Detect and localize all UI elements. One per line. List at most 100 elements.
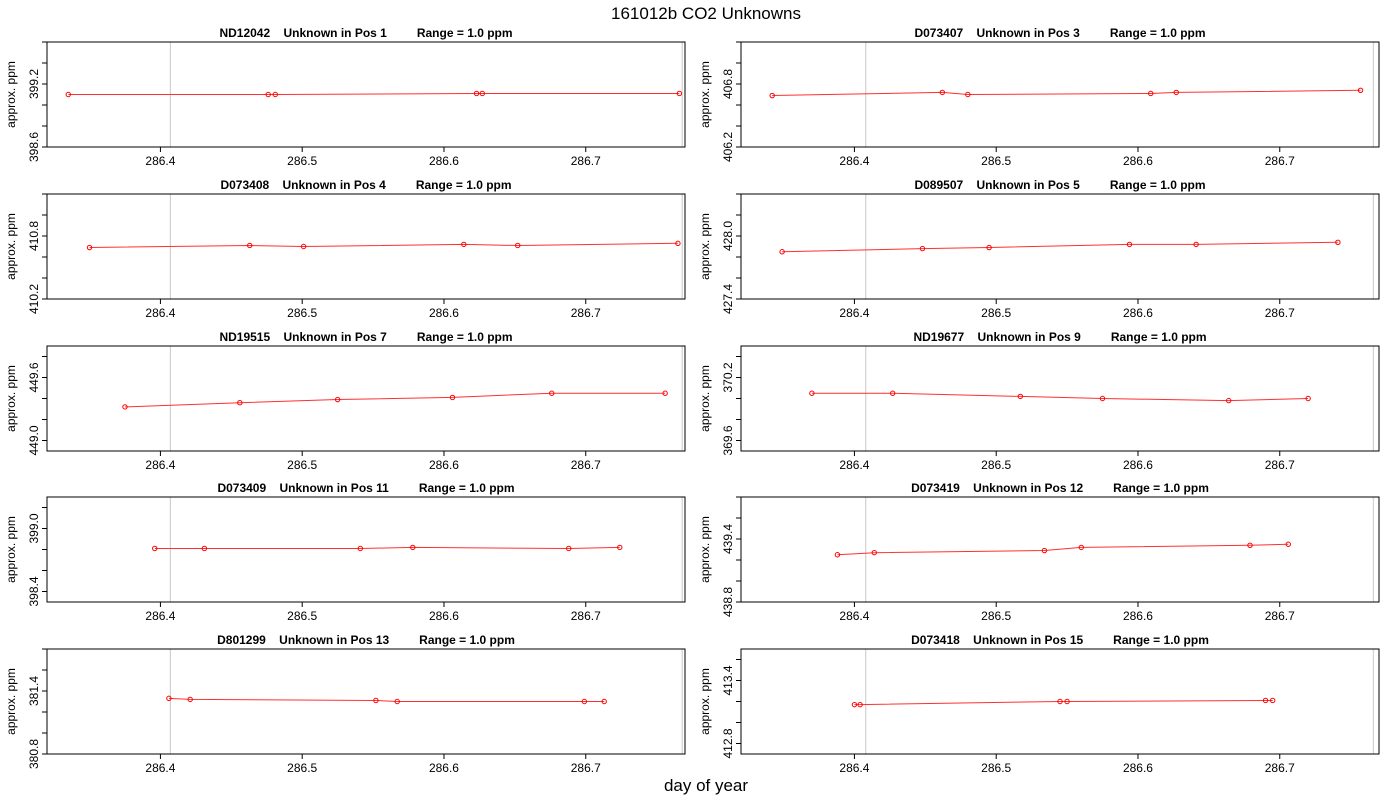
- plot-frame: [46, 41, 686, 148]
- data-point: [1064, 698, 1070, 705]
- panel-7: D073409 Unknown in Pos 11 Range = 1.0 pp…: [4, 481, 686, 623]
- data-point: [1099, 395, 1106, 402]
- x-tick-label: 286.5: [287, 154, 317, 168]
- x-tick-label: 286.6: [429, 154, 459, 168]
- x-tick-label: 286.5: [981, 458, 1011, 472]
- plot-frame: [740, 41, 1380, 148]
- x-tick-label: 286.5: [287, 306, 317, 320]
- y-axis-label: approx. ppm: [4, 61, 18, 128]
- y-tick-label: 399.2: [27, 69, 41, 99]
- y-tick-label: 413.4: [721, 665, 735, 695]
- panel-title: D073408 Unknown in Pos 4 Range = 1.0 ppm: [220, 178, 511, 192]
- data-point: [1078, 544, 1084, 551]
- x-tick-label: 286.6: [429, 761, 459, 775]
- data-point: [549, 390, 555, 396]
- y-tick-label: 406.8: [721, 69, 735, 99]
- data-point: [449, 394, 456, 401]
- data-point: [201, 545, 208, 552]
- data-point: [939, 89, 946, 96]
- x-tick-label: 286.7: [571, 458, 601, 472]
- data-point: [581, 698, 588, 705]
- data-point: [152, 545, 158, 552]
- data-point: [601, 698, 607, 705]
- data-point: [1148, 90, 1154, 97]
- x-tick-label: 286.4: [145, 609, 175, 623]
- x-tick-label: 286.6: [1123, 609, 1153, 623]
- data-point: [675, 240, 681, 247]
- x-tick-label: 286.7: [571, 306, 601, 320]
- data-point: [779, 249, 785, 255]
- x-tick-label: 286.7: [1265, 154, 1295, 168]
- y-axis-label: approx. ppm: [698, 516, 712, 583]
- panel-title: ND19677 Unknown in Pos 9 Range = 1.0 ppm: [913, 330, 1206, 344]
- data-point: [1305, 395, 1311, 402]
- data-point: [515, 242, 521, 249]
- y-tick-label: 410.8: [27, 221, 41, 251]
- x-tick-label: 286.5: [981, 306, 1011, 320]
- series-line: [89, 242, 678, 248]
- y-axis-label: approx. ppm: [698, 213, 712, 280]
- y-axis-label: approx. ppm: [698, 61, 712, 128]
- panel-title: ND12042 Unknown in Pos 1 Range = 1.0 ppm: [219, 26, 512, 40]
- series-line: [772, 89, 1361, 96]
- data-point: [265, 91, 271, 98]
- data-point: [919, 245, 926, 252]
- x-tick-label: 286.4: [839, 761, 869, 775]
- y-tick-label: 370.2: [721, 362, 735, 392]
- panel-title: ND19515 Unknown in Pos 7 Range = 1.0 ppm: [219, 330, 512, 344]
- x-tick-label: 286.4: [145, 458, 175, 472]
- x-tick-label: 286.7: [1265, 306, 1295, 320]
- x-tick-label: 286.7: [571, 154, 601, 168]
- data-point: [617, 544, 623, 551]
- data-point: [676, 90, 683, 97]
- figure-title: 161012b CO2 Unknowns: [611, 4, 801, 23]
- data-point: [769, 92, 775, 99]
- x-tick-label: 286.4: [839, 609, 869, 623]
- panel-8: D073419 Unknown in Pos 12 Range = 1.0 pp…: [698, 481, 1380, 623]
- data-point: [1285, 541, 1291, 547]
- y-tick-label: 380.8: [27, 739, 41, 769]
- data-point: [373, 697, 379, 704]
- data-point: [166, 695, 172, 702]
- x-tick-label: 286.6: [1123, 154, 1153, 168]
- x-tick-label: 286.4: [839, 306, 869, 320]
- data-point: [334, 396, 341, 403]
- y-tick-label: 398.4: [27, 576, 41, 606]
- data-point: [809, 390, 815, 396]
- data-point: [1041, 547, 1048, 554]
- y-tick-label: 399.0: [27, 513, 41, 543]
- panel-1: ND12042 Unknown in Pos 1 Range = 1.0 ppm…: [4, 26, 686, 168]
- panel-10: D073418 Unknown in Pos 15 Range = 1.0 pp…: [698, 633, 1380, 775]
- y-tick-label: 381.4: [27, 676, 41, 706]
- data-point: [461, 241, 467, 248]
- data-point: [890, 390, 896, 396]
- y-tick-label: 427.4: [721, 284, 735, 314]
- data-point: [272, 91, 278, 98]
- data-point: [473, 90, 480, 97]
- data-point: [1335, 239, 1341, 246]
- x-tick-label: 286.4: [145, 761, 175, 775]
- plot-frame: [740, 193, 1380, 300]
- x-tick-label: 286.5: [287, 458, 317, 472]
- data-point: [1017, 393, 1024, 400]
- y-tick-label: 438.8: [721, 587, 735, 617]
- data-point: [1247, 542, 1253, 548]
- y-axis-label: approx. ppm: [698, 668, 712, 735]
- plot-frame: [46, 496, 686, 603]
- plot-frame: [740, 496, 1380, 603]
- data-point: [851, 701, 858, 708]
- x-tick-label: 286.4: [839, 154, 869, 168]
- data-point: [834, 552, 841, 558]
- data-point: [871, 549, 877, 556]
- data-point: [187, 696, 193, 703]
- data-point: [86, 244, 93, 251]
- x-tick-label: 286.6: [1123, 306, 1153, 320]
- data-point: [965, 91, 971, 98]
- series-line: [782, 241, 1338, 253]
- x-tick-label: 286.4: [839, 458, 869, 472]
- panel-title: D073409 Unknown in Pos 11 Range = 1.0 pp…: [217, 481, 514, 495]
- figure-xlabel: day of year: [664, 776, 748, 795]
- data-point: [237, 400, 243, 406]
- panel-4: D089507 Unknown in Pos 5 Range = 1.0 ppm…: [698, 178, 1380, 320]
- series-line: [854, 700, 1273, 706]
